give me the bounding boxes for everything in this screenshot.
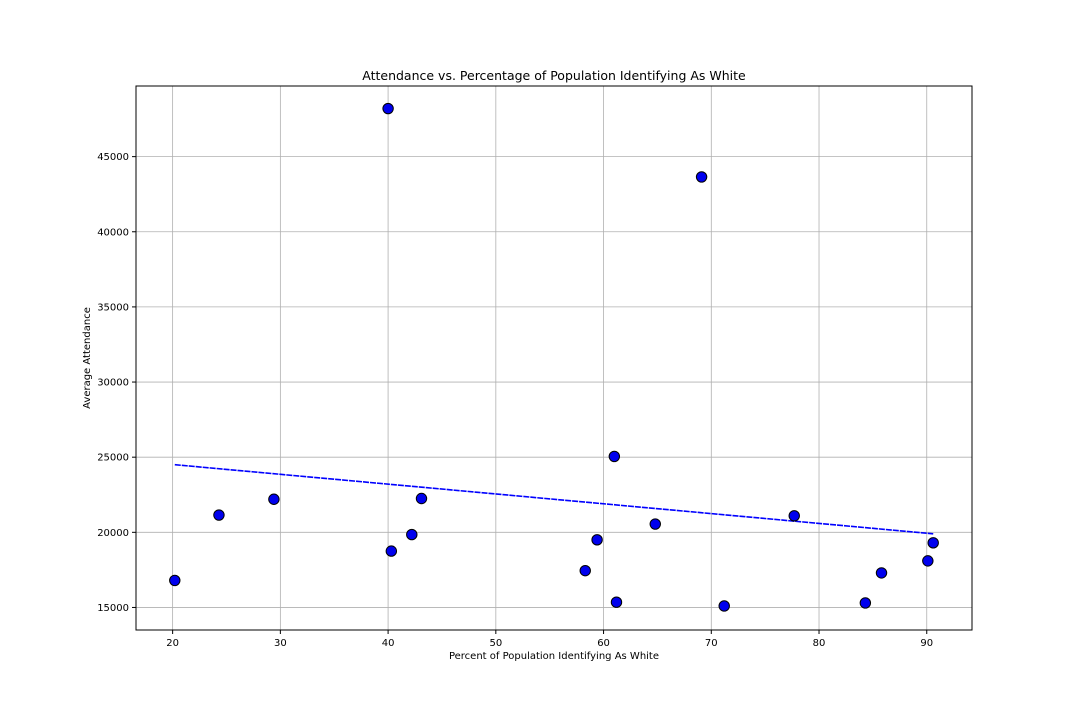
data-point [788,510,800,522]
data-point [268,493,280,505]
data-point [718,600,730,612]
y-tick-label: 15000 [97,603,129,614]
y-tick-label: 30000 [97,378,129,389]
data-point [608,450,621,463]
y-tick-label: 40000 [97,227,129,238]
y-tick-label: 20000 [97,528,129,539]
data-point [927,537,939,549]
y-axis-label: Average Attendance [82,307,93,409]
data-point [875,567,888,579]
y-axis-ticks: 15000 20000 25000 30000 35000 40000 45000 [97,152,136,614]
x-tick-label: 70 [705,638,718,649]
plot-area-frame [135,85,973,631]
data-point [859,597,872,609]
data-point [406,528,418,541]
x-tick-label: 80 [813,638,826,649]
y-tick-label: 25000 [97,453,129,464]
data-point [591,534,603,546]
data-point [649,518,661,530]
x-tick-label: 30 [274,638,287,649]
y-tick-label: 45000 [97,152,129,163]
data-point [385,545,398,557]
data-point [213,509,225,521]
data-point [169,574,181,587]
trendline [174,463,934,535]
data-points [169,102,939,612]
y-tick-label: 35000 [97,302,129,313]
data-point [922,555,934,567]
trendline-layer [174,463,934,535]
chart-title: Attendance vs. Percentage of Population … [362,68,746,83]
data-point [382,102,394,115]
x-tick-label: 90 [920,638,933,649]
x-axis-ticks: 20 30 40 50 60 70 80 90 [166,630,933,649]
data-point [579,564,591,577]
x-tick-label: 40 [382,638,395,649]
x-tick-label: 20 [166,638,179,649]
data-point [695,171,708,183]
x-axis-label: Percent of Population Identifying As Whi… [449,651,659,662]
x-tick-label: 60 [597,638,610,649]
x-tick-label: 50 [489,638,502,649]
grid-lines [136,86,972,630]
data-point [610,596,623,608]
data-point [415,492,428,505]
